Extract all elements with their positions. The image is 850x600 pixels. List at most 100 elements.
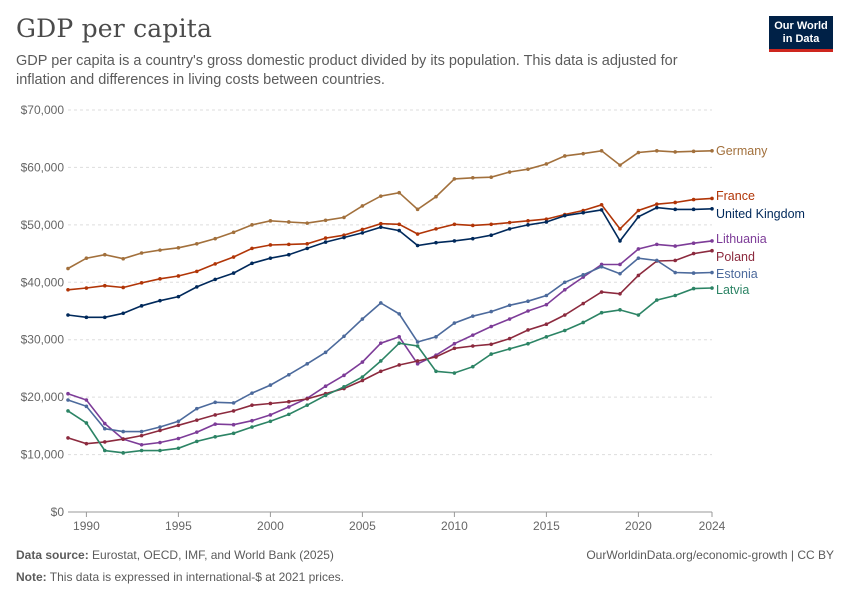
series-label-france[interactable]: France — [716, 189, 755, 203]
data-point — [66, 391, 70, 396]
x-tick-label: 1990 — [73, 519, 100, 533]
data-point — [452, 321, 457, 325]
data-point — [84, 421, 89, 425]
data-point — [452, 371, 457, 375]
data-point — [599, 310, 604, 315]
data-point — [213, 434, 217, 439]
data-point — [636, 256, 641, 260]
footer-url[interactable]: OurWorldinData.org/economic-growth | CC … — [586, 548, 834, 562]
data-point — [323, 350, 328, 355]
series-line-estonia[interactable] — [67, 257, 713, 433]
data-point — [103, 252, 107, 257]
data-point — [691, 271, 696, 275]
series-label-germany[interactable]: Germany — [716, 144, 768, 158]
series-label-latvia[interactable]: Latvia — [716, 283, 749, 297]
data-point — [268, 383, 273, 387]
series-label-united-kingdom[interactable]: United Kingdom — [716, 207, 805, 221]
data-point — [526, 299, 530, 304]
data-point — [121, 437, 125, 441]
data-point — [563, 328, 567, 333]
data-point — [342, 373, 346, 378]
data-point — [691, 251, 696, 256]
data-point — [526, 223, 530, 227]
data-point — [618, 271, 622, 276]
data-point — [231, 409, 236, 413]
data-point — [287, 412, 291, 417]
y-tick-label: $0 — [51, 505, 65, 519]
data-point — [636, 150, 641, 155]
series-label-lithuania[interactable]: Lithuania — [716, 232, 767, 246]
data-point — [176, 446, 181, 451]
data-point — [415, 207, 420, 212]
data-point — [66, 313, 70, 317]
series-line-france[interactable] — [67, 197, 713, 291]
data-point — [66, 398, 70, 402]
data-point — [379, 369, 383, 374]
data-point — [84, 315, 89, 320]
series-line-lithuania[interactable] — [67, 240, 713, 446]
data-point — [526, 328, 530, 332]
x-tick-label: 2020 — [625, 519, 652, 533]
data-point — [710, 148, 714, 153]
data-point — [397, 312, 402, 316]
data-point — [636, 273, 641, 278]
series-label-poland[interactable]: Poland — [716, 250, 755, 264]
data-point — [415, 359, 420, 363]
series-line-united-kingdom[interactable] — [67, 206, 713, 319]
data-point — [636, 247, 641, 251]
data-point — [618, 239, 622, 243]
data-point — [379, 194, 383, 198]
x-tick-label: 2005 — [349, 519, 376, 533]
data-point — [250, 403, 254, 407]
data-point — [268, 256, 273, 260]
owid-logo[interactable]: Our World in Data — [769, 16, 833, 52]
x-tick-label: 2024 — [699, 519, 726, 533]
data-point — [599, 264, 604, 269]
data-point — [599, 208, 604, 212]
data-point — [121, 429, 125, 434]
data-point — [231, 255, 236, 259]
data-point — [489, 342, 494, 347]
data-point — [471, 175, 475, 180]
data-point — [360, 231, 365, 235]
data-point — [526, 309, 530, 313]
data-point — [563, 154, 567, 158]
data-point — [434, 240, 438, 245]
series-label-estonia[interactable]: Estonia — [716, 267, 758, 281]
chart-title: GDP per capita — [16, 14, 213, 43]
data-point — [305, 397, 310, 401]
data-point — [158, 425, 162, 429]
data-point — [158, 277, 162, 281]
data-source: Data source: Eurostat, OECD, IMF, and Wo… — [16, 548, 334, 562]
data-point — [268, 413, 273, 417]
series-labels: Germany France United Kingdom Lithuania Pola… — [716, 144, 805, 297]
data-point — [84, 404, 89, 409]
logo-line-1: Our World — [774, 20, 828, 32]
data-point — [176, 294, 181, 299]
data-point — [250, 261, 254, 266]
data-point — [673, 200, 677, 205]
data-point — [195, 269, 199, 274]
data-point — [507, 220, 512, 225]
data-point — [287, 242, 291, 247]
data-point — [544, 302, 549, 307]
data-point — [655, 242, 659, 247]
data-point — [544, 322, 549, 327]
data-point — [342, 385, 346, 389]
data-point — [195, 430, 199, 434]
data-point — [618, 163, 622, 167]
series-line-germany[interactable] — [67, 149, 713, 270]
y-tick-label: $60,000 — [21, 160, 65, 174]
data-point — [158, 248, 162, 252]
data-point — [471, 314, 475, 318]
series-line-latvia[interactable] — [67, 287, 713, 454]
data-point — [563, 213, 567, 218]
data-point — [379, 301, 383, 305]
data-point — [434, 355, 438, 359]
series-line-poland[interactable] — [67, 249, 713, 445]
data-point — [342, 334, 346, 339]
data-point — [213, 413, 217, 417]
data-point — [103, 315, 107, 320]
data-point — [507, 317, 512, 321]
data-point — [471, 236, 475, 241]
